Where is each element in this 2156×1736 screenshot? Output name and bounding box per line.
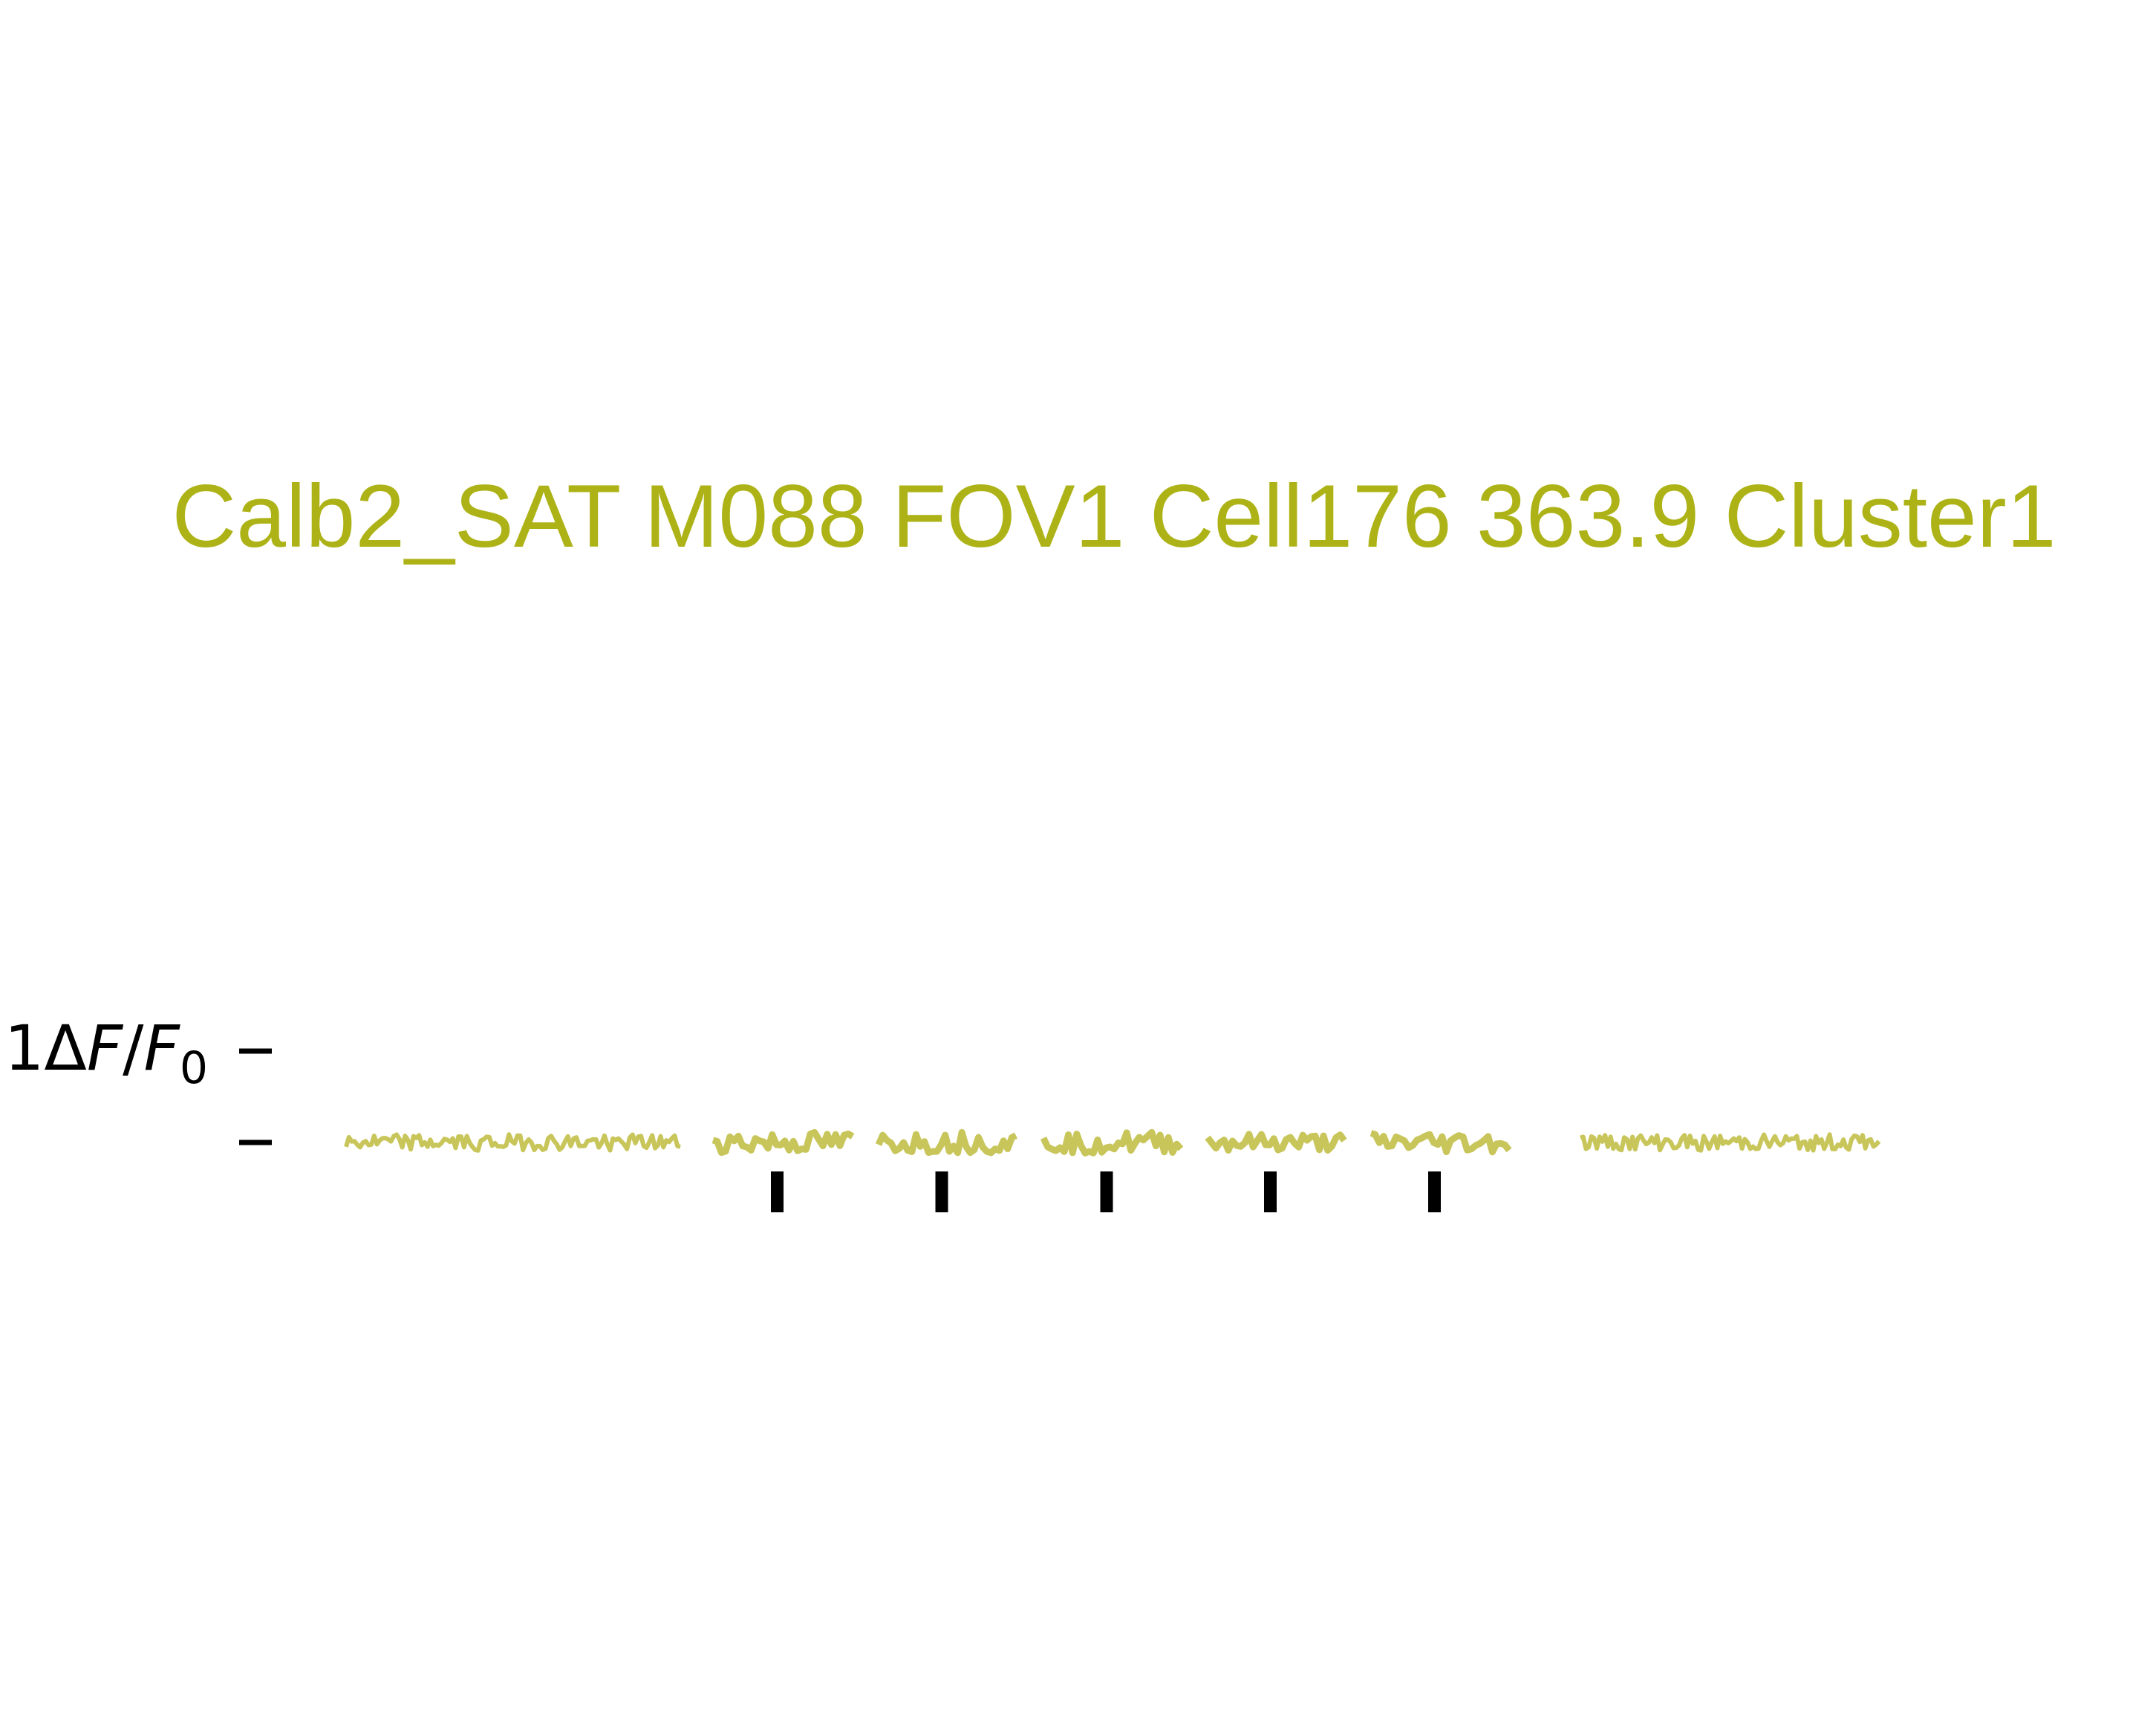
trace-stim-1 [711, 1128, 855, 1157]
trace-group [344, 1128, 1881, 1157]
trace-baseline [344, 1132, 681, 1153]
stimulus-marker-stim-5 [1428, 1171, 1441, 1212]
chart-title: Calb2_SAT M088 FOV1 Cell176 363.9 Cluste… [172, 466, 2056, 566]
trace-stim-4 [1205, 1131, 1347, 1154]
trace-stim-3 [1040, 1128, 1184, 1157]
stimulus-marker-stim-3 [1100, 1171, 1113, 1212]
stimulus-marker-group [771, 1171, 1441, 1212]
stimulus-marker-stim-4 [1264, 1171, 1277, 1212]
stimulus-marker-stim-2 [935, 1171, 948, 1212]
trace-stim-5 [1370, 1130, 1512, 1156]
scale-bar-label: 1ΔF/F0 [4, 1012, 208, 1094]
trace-stim-2 [875, 1128, 1018, 1157]
stimulus-marker-stim-1 [771, 1171, 784, 1212]
trace-post [1580, 1132, 1881, 1153]
scale-bar: 1ΔF/F0 [4, 1012, 272, 1145]
